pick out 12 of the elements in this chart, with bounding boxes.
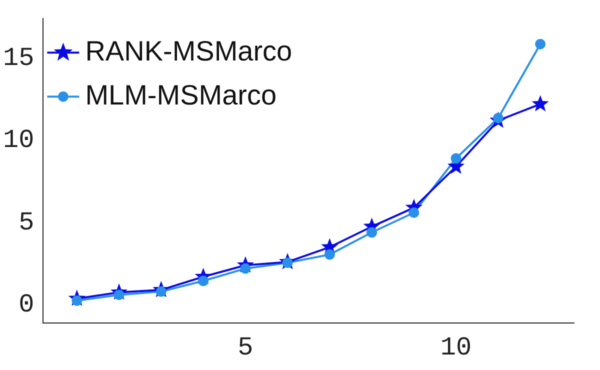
point [532,95,549,112]
point [324,249,335,260]
point [450,153,462,164]
point [535,38,546,50]
y-tick-label: 0 [18,290,34,320]
y-tick-label: 10 [2,125,34,156]
point [408,207,420,218]
y-tick-label: 15 [2,42,34,73]
point [366,227,378,238]
legend-label: RANK-MSMarco [85,35,292,66]
legend-label: MLM-MSMarco [85,79,277,110]
y-tick-label: 5 [18,207,34,238]
